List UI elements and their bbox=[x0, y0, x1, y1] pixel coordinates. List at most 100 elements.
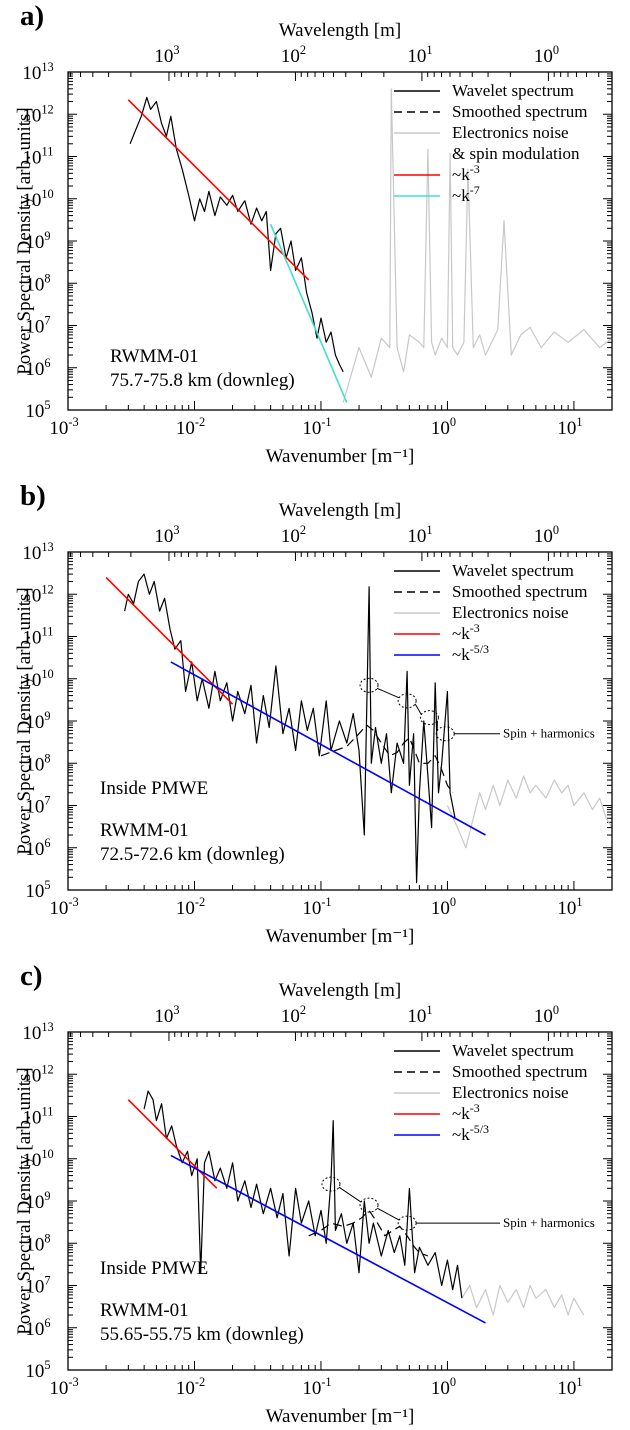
annotation-altitude: 75.7-75.8 km (downleg) bbox=[110, 370, 295, 391]
top-tick-label: 103 bbox=[154, 43, 179, 67]
top-axis-title: Wavelength [m] bbox=[279, 980, 401, 1001]
x-tick-label: 10-3 bbox=[49, 1375, 78, 1399]
x-axis-title: Wavenumber [m⁻¹] bbox=[266, 926, 415, 947]
spin-marker bbox=[359, 1197, 379, 1213]
spin-marker-link bbox=[376, 1207, 400, 1221]
annotation-instrument: RWMM-01 bbox=[110, 346, 199, 367]
top-tick-label: 101 bbox=[407, 1003, 432, 1027]
y-tick-label: 105 bbox=[25, 398, 50, 422]
x-tick-label: 100 bbox=[431, 895, 456, 919]
plot-frame bbox=[67, 551, 613, 891]
annotation-instrument: RWMM-01 bbox=[100, 1300, 189, 1321]
y-tick-label: 108 bbox=[25, 1231, 50, 1255]
top-tick-label: 100 bbox=[534, 523, 559, 547]
legend-label: ~k-3 bbox=[452, 162, 480, 184]
x-tick-label: 10-3 bbox=[49, 895, 78, 919]
y-tick-label: 105 bbox=[25, 1358, 50, 1382]
top-tick-label: 100 bbox=[534, 43, 559, 67]
spin-marker bbox=[359, 677, 379, 693]
series-line-wavelet-spectrum bbox=[124, 573, 456, 884]
y-tick-label: 1011 bbox=[23, 145, 54, 169]
y-tick-label: 1011 bbox=[23, 625, 54, 649]
y-axis-title: Power Spectral Density [arb. units] bbox=[14, 1067, 35, 1335]
plot-frame bbox=[67, 71, 613, 411]
legend-label: Smoothed spectrum bbox=[452, 102, 588, 121]
y-tick-label: 105 bbox=[25, 878, 50, 902]
x-tick-label: 10-2 bbox=[176, 415, 205, 439]
top-axis-title: Wavelength [m] bbox=[279, 500, 401, 521]
y-tick-label: 109 bbox=[25, 1189, 50, 1213]
series-group bbox=[127, 88, 612, 403]
x-axis-title: Wavenumber [m⁻¹] bbox=[266, 446, 415, 467]
top-axis-title: Wavelength [m] bbox=[279, 20, 401, 41]
spin-marker bbox=[435, 726, 455, 742]
annotation-altitude: 55.65-55.75 km (downleg) bbox=[100, 1324, 304, 1345]
y-tick-label: 106 bbox=[25, 836, 50, 860]
series-group bbox=[105, 573, 612, 884]
top-tick-label: 101 bbox=[407, 523, 432, 547]
y-tick-label: 109 bbox=[25, 709, 50, 733]
spin-harmonics-label: Spin + harmonics bbox=[503, 726, 595, 741]
legend-label: Wavelet spectrum bbox=[452, 1041, 574, 1060]
annotation-instrument: RWMM-01 bbox=[100, 820, 189, 841]
y-tick-label: 108 bbox=[25, 271, 50, 295]
legend-label: Smoothed spectrum bbox=[452, 582, 588, 601]
series-line--k-7 bbox=[269, 223, 348, 403]
legend-label: & spin modulation bbox=[452, 144, 580, 163]
y-tick-label: 1012 bbox=[22, 1062, 53, 1086]
y-tick-label: 1012 bbox=[22, 102, 53, 126]
series-line-wavelet-spectrum bbox=[143, 1090, 463, 1299]
annotation-region: Inside PMWE bbox=[100, 1258, 208, 1279]
x-tick-label: 10-2 bbox=[176, 895, 205, 919]
y-tick-label: 108 bbox=[25, 751, 50, 775]
top-tick-label: 102 bbox=[281, 1003, 306, 1027]
axis-ticks bbox=[67, 1031, 613, 1371]
series-line-smoothed-spectrum bbox=[308, 1209, 429, 1257]
x-tick-label: 10-1 bbox=[302, 895, 331, 919]
legend-label: ~k-5/3 bbox=[452, 642, 489, 664]
legend-label: Wavelet spectrum bbox=[452, 561, 574, 580]
legend: Wavelet spectrum Smoothed spectrum Electro… bbox=[394, 1041, 588, 1144]
panel-label: b) bbox=[20, 480, 46, 512]
chart-panel-2: b) 10-3 10-2 10-1 100 101 105 106 107 108 109 1010 1… bbox=[0, 480, 630, 950]
panel-label: a) bbox=[20, 0, 45, 32]
series-line--k-5-3 bbox=[170, 1154, 486, 1324]
top-tick-label: 103 bbox=[154, 523, 179, 547]
chart-svg: 10-3 10-2 10-1 100 101 105 106 107 108 109 1010 101… bbox=[14, 500, 613, 947]
legend-label: ~k-3 bbox=[452, 1101, 480, 1123]
spin-marker-link bbox=[376, 687, 400, 699]
y-tick-label: 1013 bbox=[22, 1020, 53, 1044]
series-line-smoothed-spectrum bbox=[320, 724, 454, 794]
legend-label: Electronics noise bbox=[452, 123, 569, 142]
spin-marker bbox=[419, 710, 439, 726]
x-tick-label: 100 bbox=[431, 415, 456, 439]
y-tick-label: 109 bbox=[25, 229, 50, 253]
series-line-electronics-noise bbox=[446, 775, 612, 849]
x-tick-label: 10-2 bbox=[176, 1375, 205, 1399]
x-tick-label: 10-3 bbox=[49, 415, 78, 439]
x-tick-label: 101 bbox=[557, 1375, 582, 1399]
spin-harmonics-label: Spin + harmonics bbox=[503, 1215, 595, 1230]
y-tick-label: 106 bbox=[25, 356, 50, 380]
y-tick-label: 1010 bbox=[22, 187, 53, 211]
series-line-wavelet-spectrum bbox=[129, 96, 344, 373]
legend-label: Electronics noise bbox=[452, 1083, 569, 1102]
axis-ticks bbox=[67, 71, 613, 411]
top-tick-label: 103 bbox=[154, 1003, 179, 1027]
chart-svg: 10-3 10-2 10-1 100 101 105 106 107 108 109 1010 101… bbox=[14, 980, 613, 1427]
series-group bbox=[127, 1090, 585, 1324]
top-tick-label: 102 bbox=[281, 523, 306, 547]
series-line-electronics-noise-spin-modulation bbox=[342, 88, 612, 403]
x-tick-label: 10-1 bbox=[302, 1375, 331, 1399]
series-line--k-3 bbox=[127, 99, 310, 281]
chart-svg: 10-3 10-2 10-1 100 101 105 106 107 108 109 1010 101… bbox=[14, 20, 613, 467]
series-line-electronics-noise bbox=[461, 1284, 585, 1316]
y-tick-label: 106 bbox=[25, 1316, 50, 1340]
legend-label: Smoothed spectrum bbox=[452, 1062, 588, 1081]
y-tick-label: 1012 bbox=[22, 582, 53, 606]
legend: Wavelet spectrum Smoothed spectrum Electro… bbox=[394, 81, 588, 205]
y-tick-label: 1013 bbox=[22, 60, 53, 84]
chart-panel-3: c) 10-3 10-2 10-1 100 101 105 106 107 108 109 1010 1… bbox=[0, 960, 630, 1430]
legend-label: ~k-7 bbox=[452, 183, 480, 205]
x-tick-label: 10-1 bbox=[302, 415, 331, 439]
